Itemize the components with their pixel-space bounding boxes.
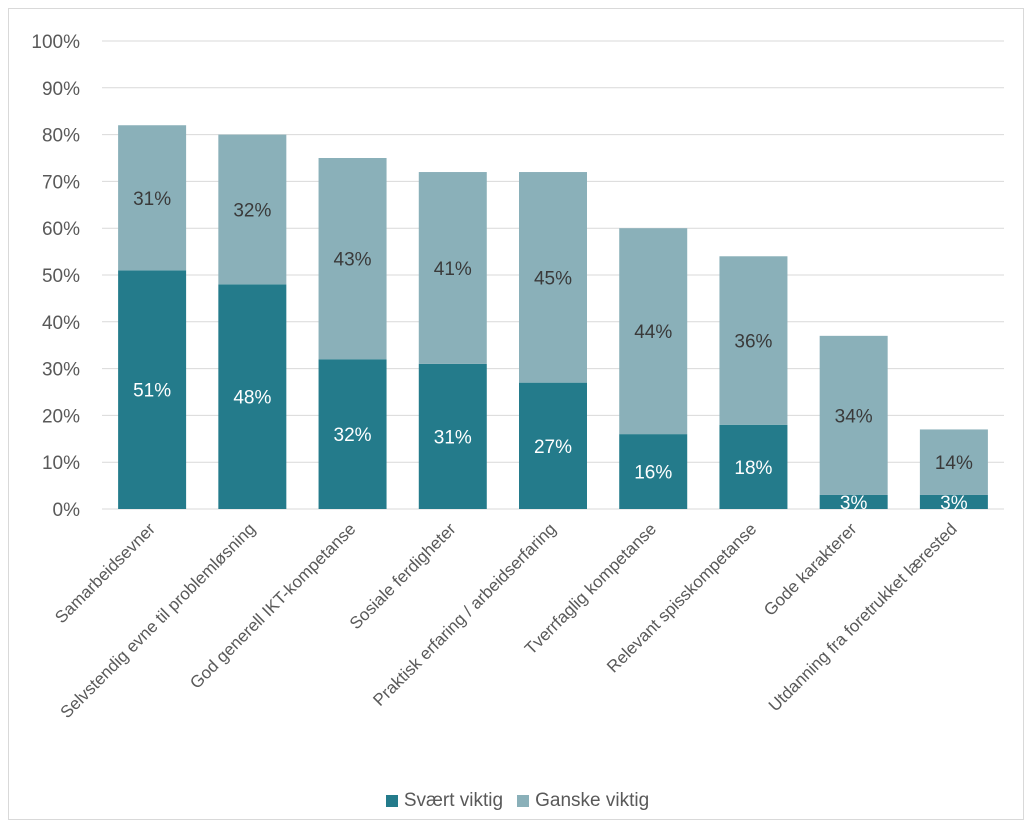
x-category-label: Sosiale ferdigheter [346,519,460,633]
data-label: 43% [334,250,372,271]
y-tick-label: 10% [42,453,80,474]
bar-segment [919,494,988,509]
data-label: 31% [133,189,171,210]
x-category-label: God generell IKT-kompetanse [186,519,359,692]
data-label: 44% [634,322,672,343]
data-label: 3% [940,493,968,514]
bar-segment [418,363,487,509]
bar-segment [218,284,287,509]
y-tick-label: 80% [42,126,80,147]
bar-segment [418,172,487,364]
data-label: 14% [935,453,973,474]
y-tick-label: 40% [42,313,80,334]
y-tick-label: 20% [42,406,80,427]
legend-item-ganske-viktig: Ganske viktig [517,790,649,812]
bar-segment [218,134,287,285]
bar-segment [919,429,988,495]
legend-swatch-svaert-viktig [385,795,398,807]
bar-segment [719,256,788,425]
data-label: 16% [634,463,672,484]
data-label: 51% [133,381,171,402]
data-label: 34% [835,406,873,427]
x-category-label: Samarbeidsevner [51,519,159,627]
legend-label-ganske-viktig: Ganske viktig [535,790,650,811]
legend: Svært viktig Ganske viktig [0,787,1035,815]
data-labels: 51% 31% 48% 32% 32% 43% 31% 41% 27% 45% 16% 44% 18% 3… [133,189,973,514]
legend-swatch-ganske-viktig [517,795,530,807]
x-category-label: Utdanning fra foretrukket lærested [765,519,961,715]
x-category-label: Praktisk erfaring / arbeidserfaring [369,519,559,709]
bar-segment [318,359,387,509]
data-label: 31% [434,427,472,448]
data-label: 32% [334,425,372,446]
bar-segment [619,228,688,435]
bar-segment [619,434,688,509]
bar-segment [118,270,187,509]
data-label: 18% [734,458,772,479]
bar-segment [719,424,788,509]
legend-label-svaert-viktig: Svært viktig [403,790,504,811]
data-label: 3% [840,493,868,514]
bar-segment [519,172,587,383]
bar-segment [318,158,387,360]
data-label: 48% [233,388,271,409]
bar-segment [819,335,888,495]
bar-segment [819,494,888,509]
y-axis-tick-labels: 0% 10% 20% 30% 40% 50% 60% 70% 80% 90% 100% [31,32,80,521]
data-label: 27% [534,437,572,458]
data-label: 45% [534,268,572,289]
legend-item-svaert-viktig: Svært viktig [385,790,504,812]
y-tick-label: 50% [42,266,80,287]
y-tick-label: 70% [42,172,80,193]
y-tick-label: 100% [31,32,80,53]
y-tick-label: 0% [53,500,81,521]
bar-segment [519,382,587,509]
y-tick-label: 90% [42,79,80,100]
bars [118,125,988,509]
y-tick-label: 30% [42,360,80,381]
x-category-label: Selvstendig evne til problemløsning [57,519,260,722]
data-label: 36% [734,332,772,353]
x-category-label: Gode karakterer [760,519,861,620]
bar-segment [118,125,187,271]
data-label: 32% [233,200,271,221]
y-tick-label: 60% [42,219,80,240]
data-label: 41% [434,259,472,280]
